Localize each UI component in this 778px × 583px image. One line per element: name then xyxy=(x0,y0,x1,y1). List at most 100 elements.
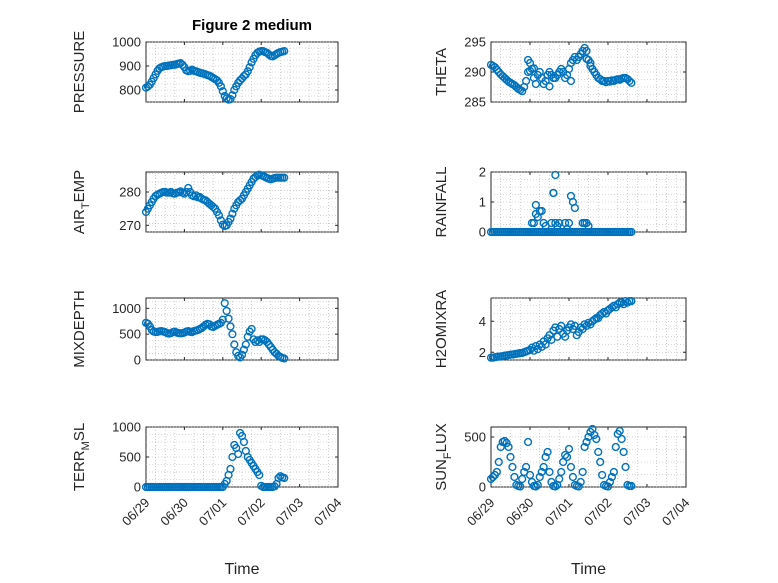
sun_flux-point xyxy=(590,430,599,440)
rainfall-ylabel: RAINFALL xyxy=(433,167,450,238)
sun_flux-point xyxy=(531,482,540,491)
rainfall-point xyxy=(564,218,574,228)
pressure-point xyxy=(212,76,222,85)
air_temp-point xyxy=(226,214,235,223)
sun_flux-xlabel: Time xyxy=(571,561,606,578)
sun_flux-point xyxy=(564,444,574,454)
sun_flux-point xyxy=(504,442,513,452)
theta-point xyxy=(492,65,501,74)
h2omixra-ytick-label: 4 xyxy=(479,314,486,329)
rainfall-ytick-label: 1 xyxy=(479,195,486,210)
rainfall-point xyxy=(584,221,593,231)
h2omixra-point xyxy=(557,321,566,331)
panel-air_temp: 270 280 AIRTEMP xyxy=(71,170,339,234)
panel-pressure: 800 900 1000 PRESSURE xyxy=(71,31,339,114)
h2omixra-point xyxy=(621,297,630,306)
mixdepth-point xyxy=(253,336,262,345)
sun_flux-point xyxy=(541,452,550,462)
air_temp-ylabel: AIRTEMP xyxy=(71,170,92,234)
pressure-ylabel: PRESSURE xyxy=(71,31,88,114)
pressure-point xyxy=(218,87,227,96)
panel-h2omixra: 2 4 H2OMIXRA xyxy=(433,290,687,368)
air_temp-point xyxy=(166,187,176,197)
sun_flux-point xyxy=(582,437,591,447)
theta-point xyxy=(531,79,540,89)
sun_flux-point xyxy=(598,470,607,480)
sun_flux-point xyxy=(615,426,624,436)
sun_flux-point xyxy=(496,442,505,452)
sun_flux-point xyxy=(603,482,613,491)
sun_flux-point xyxy=(580,442,589,452)
rainfall-point xyxy=(551,170,560,180)
pressure-ytick-label: 900 xyxy=(119,59,141,74)
h2omixra-point xyxy=(617,298,626,307)
terr_msl-ylabel: TERRMSL xyxy=(71,423,92,491)
rainfall-point xyxy=(531,200,540,210)
mixdepth-ytick-label: 0 xyxy=(134,353,141,368)
terr_msl-point xyxy=(274,473,283,483)
terr_msl-point xyxy=(270,482,279,491)
terr_msl-point xyxy=(239,437,249,447)
air_temp-point xyxy=(235,196,245,205)
sun_flux-point xyxy=(543,447,552,457)
sun_flux-point xyxy=(592,434,601,444)
air_temp-point xyxy=(216,216,225,225)
h2omixra-point xyxy=(525,345,535,355)
terr_msl-point xyxy=(280,473,289,483)
sun_flux-ytick-label: 0 xyxy=(479,480,486,495)
sun_flux-point xyxy=(566,462,576,472)
rainfall-point xyxy=(627,227,636,237)
h2omixra-point xyxy=(623,298,632,307)
panel-theta: 285 290 295 THETA xyxy=(433,35,687,110)
theta-point xyxy=(521,76,531,86)
sun_flux-point xyxy=(523,437,533,447)
terr_msl-point xyxy=(226,464,235,474)
pressure-point xyxy=(178,60,187,69)
sun_flux-point xyxy=(562,452,572,462)
sun_flux-point xyxy=(508,462,517,472)
rainfall-ytick-label: 2 xyxy=(479,165,486,180)
pressure-point xyxy=(243,67,252,76)
sun_flux-ylabel: SUNFLUX xyxy=(433,423,454,491)
sun_flux-point xyxy=(521,462,531,472)
theta-point xyxy=(518,87,527,96)
mixdepth-point xyxy=(247,324,256,334)
terr_msl-xlabel: Time xyxy=(225,561,260,578)
sun_flux-point xyxy=(607,472,617,482)
theta-point xyxy=(566,76,576,86)
terr_msl-point xyxy=(234,449,243,459)
mixdepth-point xyxy=(224,314,233,323)
sun_flux-point xyxy=(609,467,618,477)
terr_msl-point xyxy=(255,470,264,480)
sun_flux-point xyxy=(500,436,509,446)
sun_flux-point xyxy=(551,482,560,491)
air_temp-ytick-label: 270 xyxy=(119,218,141,233)
sun_flux-point xyxy=(596,457,605,467)
mixdepth-point xyxy=(228,330,237,339)
mixdepth-ytick-label: 500 xyxy=(119,327,141,342)
theta-point xyxy=(523,55,533,65)
sun_flux-point xyxy=(621,462,630,472)
rainfall-ytick-label: 0 xyxy=(479,225,486,240)
pressure-point xyxy=(216,82,225,91)
h2omixra-point xyxy=(613,300,622,309)
mixdepth-point xyxy=(280,354,289,363)
mixdepth-point xyxy=(218,315,227,324)
h2omixra-point xyxy=(566,320,576,329)
mixdepth-point xyxy=(234,351,243,360)
air_temp-point xyxy=(209,202,218,212)
sun_flux-point xyxy=(594,447,603,457)
sun_flux-point xyxy=(516,482,525,491)
sun_flux-point xyxy=(545,467,554,477)
h2omixra-point xyxy=(580,320,589,329)
sun_flux-point xyxy=(537,467,546,477)
mixdepth-point xyxy=(230,340,239,349)
mixdepth-point xyxy=(220,299,229,308)
h2omixra-ylabel: H2OMIXRA xyxy=(433,290,450,368)
h2omixra-ytick-label: 2 xyxy=(479,345,486,360)
rainfall-point xyxy=(555,218,564,228)
h2omixra-point xyxy=(590,315,599,324)
sun_flux-point xyxy=(576,477,585,487)
theta-ylabel: THETA xyxy=(433,48,450,96)
